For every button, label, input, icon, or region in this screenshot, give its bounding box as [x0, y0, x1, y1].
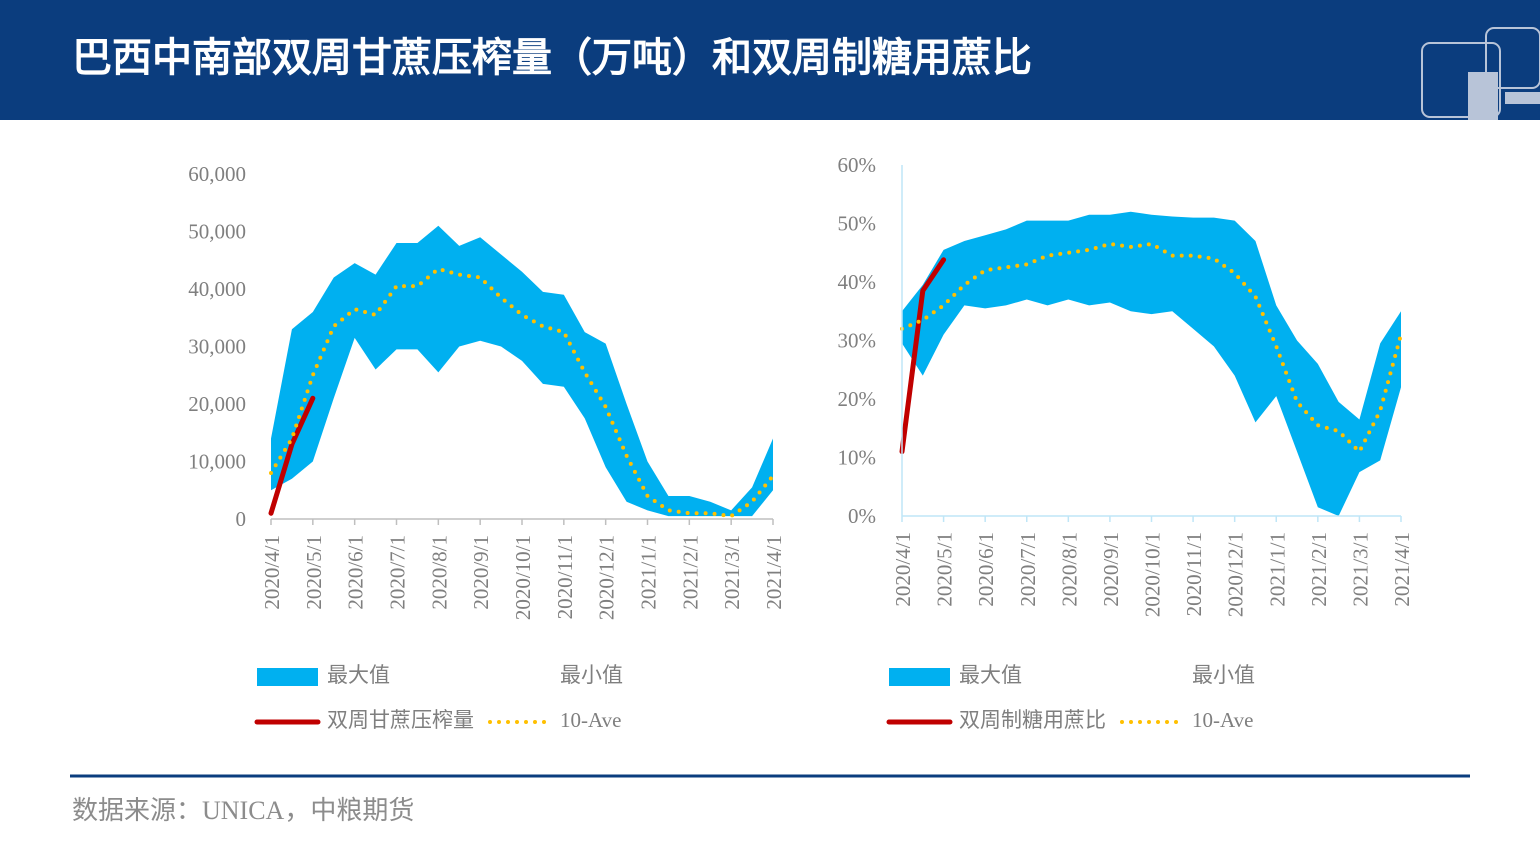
y-tick-label: 10% [838, 446, 877, 470]
x-tick-label: 2021/2/1 [678, 535, 702, 610]
legend-label: 最大值 [327, 663, 390, 687]
y-tick-label: 10,000 [188, 450, 246, 474]
legend-label: 双周制糖用蔗比 [959, 708, 1106, 732]
y-tick-label: 20% [838, 387, 877, 411]
y-tick-label: 0 [236, 507, 247, 531]
x-tick-label: 2020/11/1 [1182, 532, 1206, 616]
x-tick-label: 2020/12/1 [595, 535, 619, 620]
header-band [0, 0, 1540, 120]
x-tick-label: 2020/5/1 [302, 535, 326, 610]
x-tick-label: 2021/3/1 [720, 535, 744, 610]
x-tick-label: 2020/6/1 [974, 532, 998, 607]
legend-label: 10-Ave [560, 708, 621, 732]
x-tick-label: 2020/4/1 [891, 532, 915, 607]
y-tick-label: 50,000 [188, 220, 246, 244]
y-tick-label: 40,000 [188, 277, 246, 301]
x-tick-label: 2020/5/1 [933, 532, 957, 607]
x-tick-label: 2020/9/1 [469, 535, 493, 610]
area [271, 337, 773, 519]
legend-swatch [889, 668, 950, 686]
y-tick-label: 50% [838, 212, 877, 236]
legend-label: 最大值 [959, 663, 1022, 687]
y-tick-label: 60% [838, 153, 877, 177]
chart: 0% 10% 20% 30% 40% 50% 60% 2020/4/1 2020/5/1 2020… [838, 153, 1415, 732]
legend-label: 最小值 [560, 663, 623, 687]
x-tick-label: 2021/4/1 [762, 535, 786, 610]
line [900, 241, 1403, 454]
x-tick-label: 2020/6/1 [344, 535, 368, 610]
x-tick-label: 2020/11/1 [553, 535, 577, 619]
y-tick-label: 30% [838, 329, 877, 353]
x-tick-label: 2021/2/1 [1307, 532, 1331, 607]
y-tick-label: 60,000 [188, 162, 246, 186]
y-tick-label: 20,000 [188, 392, 246, 416]
line [269, 266, 775, 519]
logo [1421, 27, 1540, 120]
x-tick-label: 2020/8/1 [1057, 532, 1081, 607]
x-tick-label: 2020/7/1 [1016, 532, 1040, 607]
legend-label: 10-Ave [1192, 708, 1253, 732]
x-tick-label: 2021/1/1 [1265, 532, 1289, 607]
x-tick-label: 2020/8/1 [427, 535, 451, 610]
area [902, 299, 1401, 516]
chart: 0 10,000 20,000 30,000 40,000 50,000 60,000 202… [188, 162, 786, 732]
y-tick-label: 0% [848, 504, 876, 528]
line [899, 257, 947, 455]
legend-swatch [257, 668, 318, 686]
y-tick-label: 40% [838, 270, 877, 294]
slide-title: 巴西中南部双周甘蔗压榨量（万吨）和双周制糖用蔗比 [72, 35, 1032, 81]
x-tick-label: 2020/4/1 [260, 535, 284, 610]
x-tick-label: 2021/4/1 [1390, 532, 1414, 607]
x-tick-label: 2020/10/1 [1141, 532, 1165, 617]
source-note: 数据来源：UNICA，中粮期货 [72, 796, 414, 825]
x-tick-label: 2020/9/1 [1099, 532, 1123, 607]
x-tick-label: 2020/7/1 [386, 535, 410, 610]
x-tick-label: 2021/3/1 [1348, 532, 1372, 607]
x-tick-label: 2021/1/1 [637, 535, 661, 610]
legend-label: 双周甘蔗压榨量 [327, 708, 474, 732]
x-tick-label: 2020/12/1 [1224, 532, 1248, 617]
legend-label: 最小值 [1192, 663, 1255, 687]
y-tick-label: 30,000 [188, 335, 246, 359]
x-tick-label: 2020/10/1 [511, 535, 535, 620]
line [268, 395, 316, 516]
